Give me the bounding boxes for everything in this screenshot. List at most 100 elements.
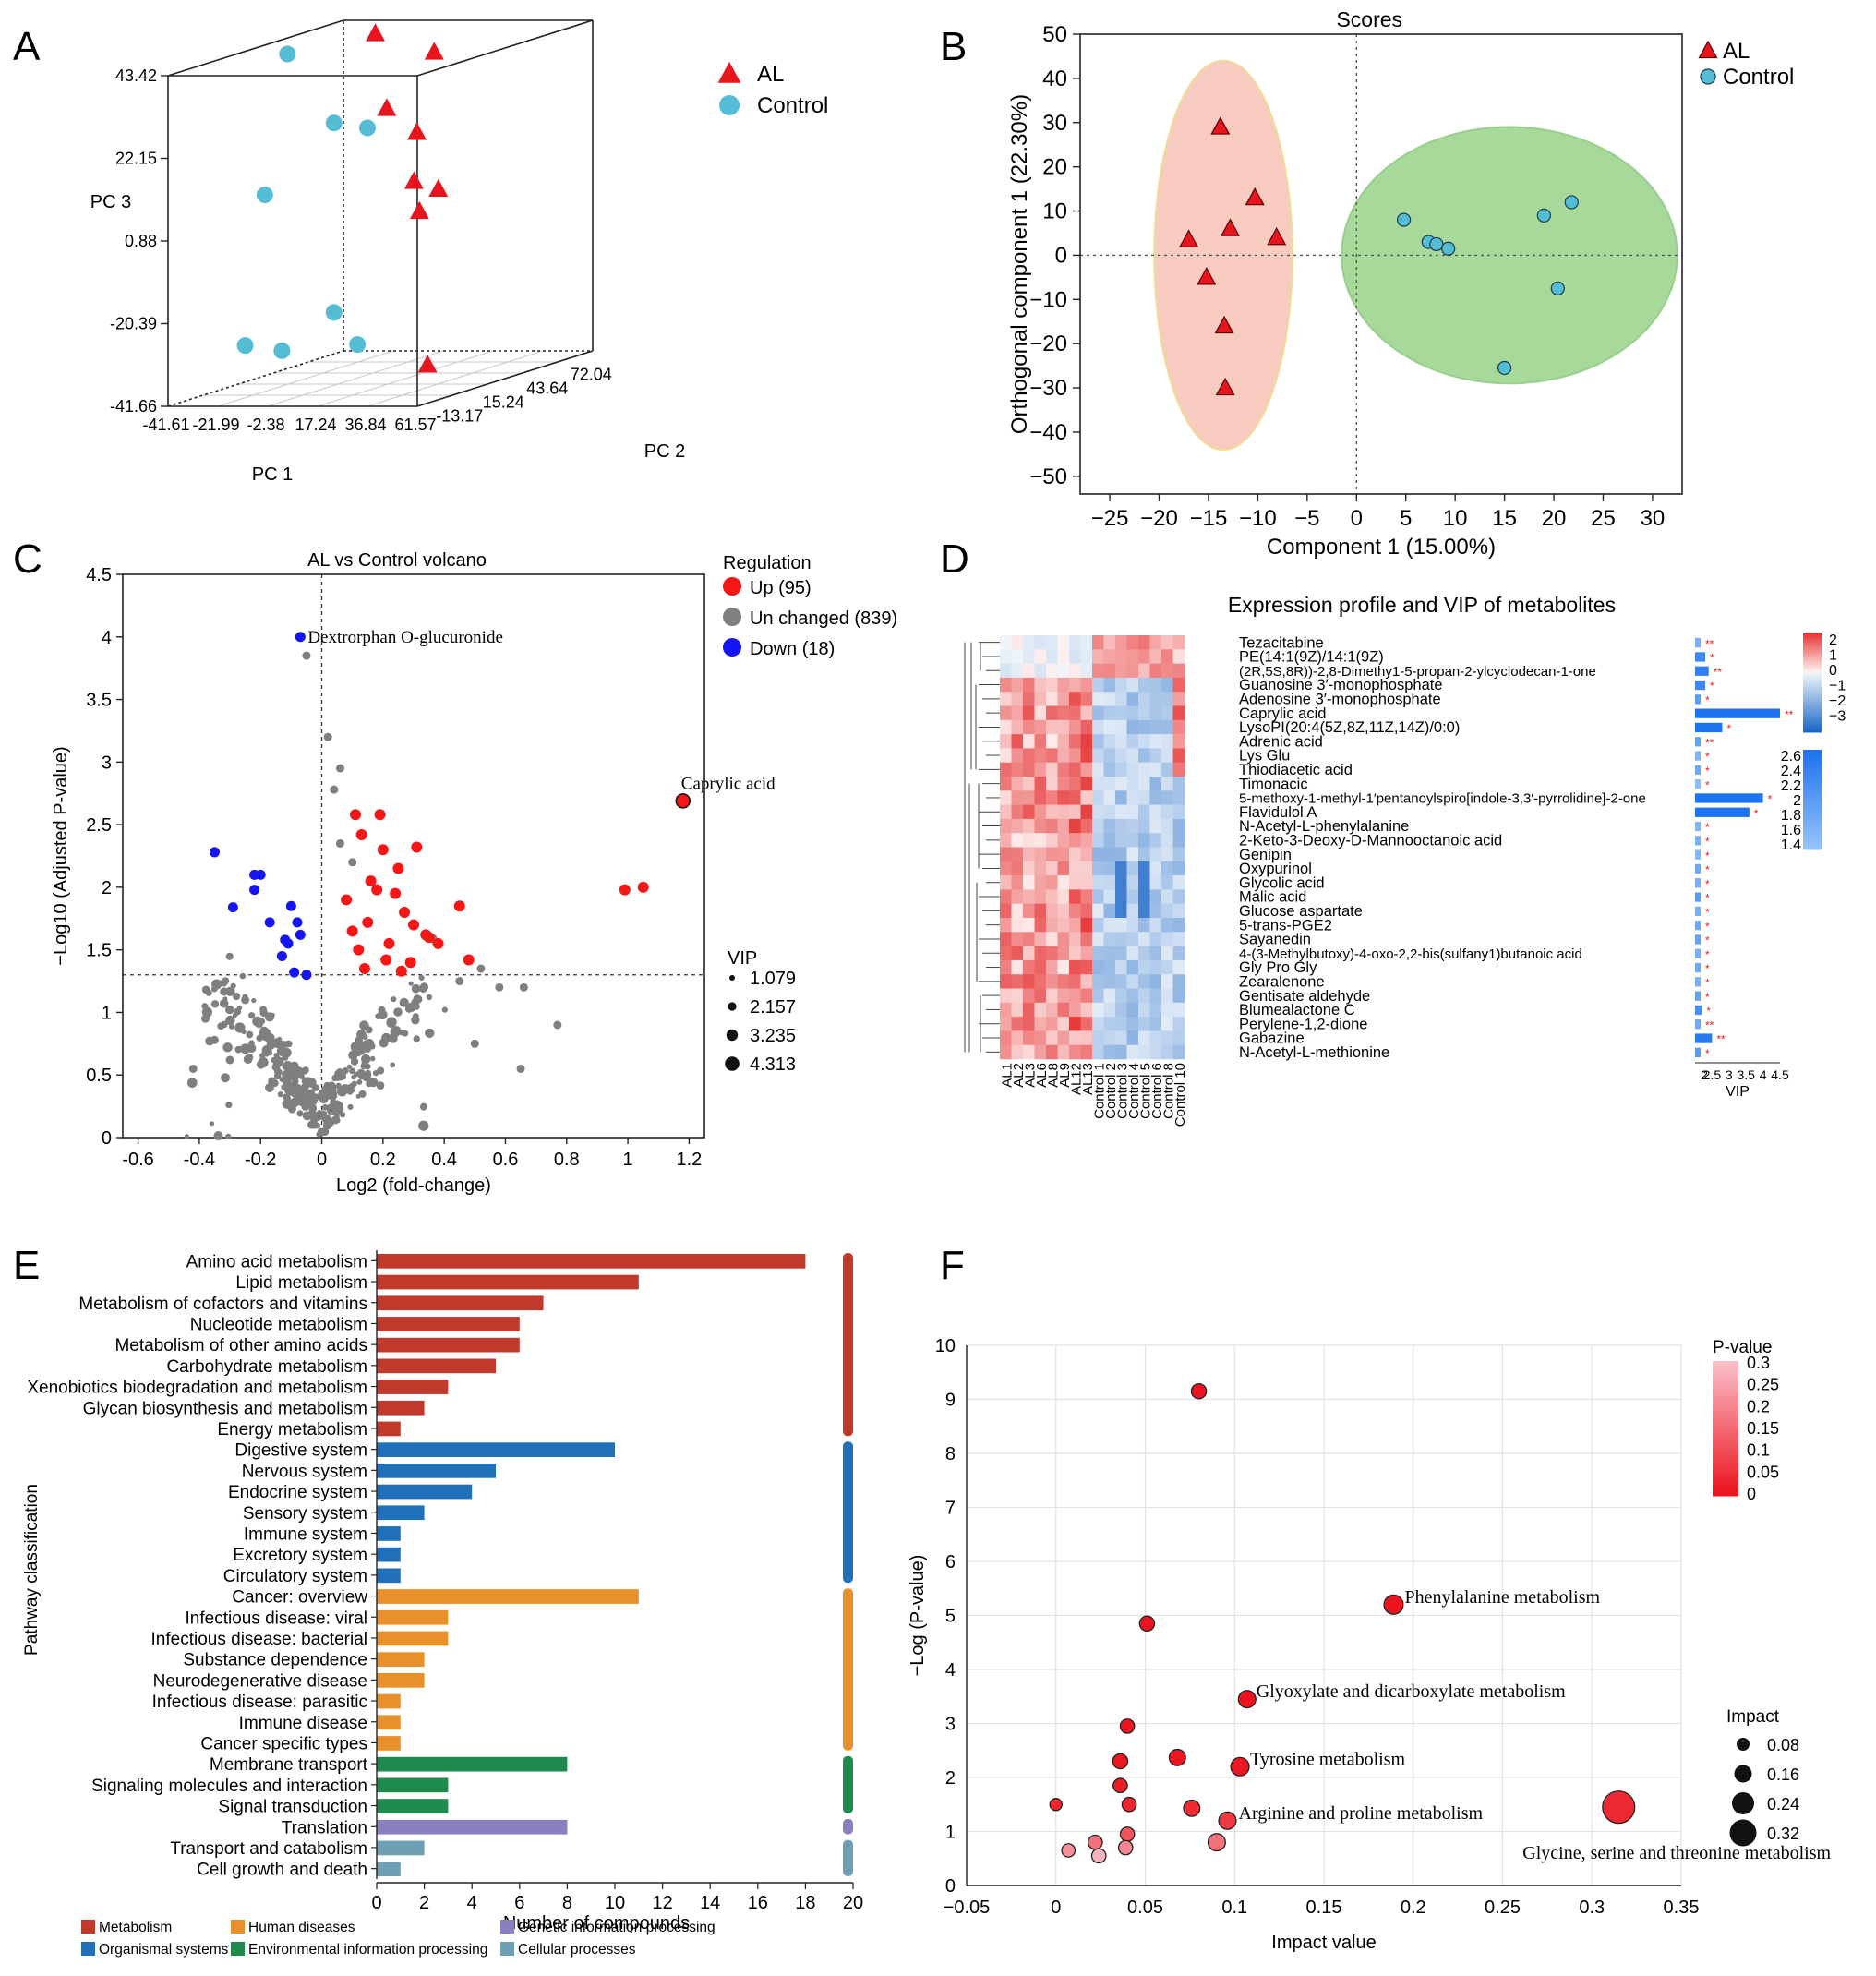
- unchanged-point: [225, 1005, 234, 1015]
- heatmap-cell: [1161, 762, 1173, 777]
- x-tick-label: 4: [467, 1893, 477, 1913]
- heatmap-cell: [1149, 988, 1162, 1004]
- heatmap-cell: [1149, 705, 1162, 721]
- row-label: Blumealactone C: [1239, 1002, 1355, 1018]
- x-tick-label: 16: [748, 1893, 768, 1913]
- y-tick-label: 5: [945, 1607, 956, 1627]
- vip-bar: [1695, 948, 1701, 958]
- heatmap-cell: [1057, 847, 1070, 862]
- group-strip: [843, 1818, 853, 1835]
- heatmap-cell: [1138, 889, 1150, 904]
- up-point: [392, 862, 404, 874]
- y-tick-label: 0.5: [86, 1066, 112, 1086]
- heatmap-cell: [1080, 804, 1093, 820]
- heatmap-cell: [1115, 734, 1127, 749]
- heatmap-cell: [1000, 649, 1012, 664]
- row-label: Timonacic: [1239, 776, 1308, 792]
- y-tick-label: 20: [1042, 155, 1067, 180]
- heatmap-cell: [1080, 833, 1093, 848]
- heatmap-cell: [1046, 1002, 1058, 1018]
- category-label: Immune system: [244, 1524, 367, 1544]
- heatmap-cell: [1080, 918, 1093, 933]
- heatmap-cell: [1092, 918, 1104, 933]
- column-label: Control 5: [1137, 1063, 1153, 1119]
- heatmap-cell: [1034, 804, 1047, 820]
- unchanged-point: [239, 972, 247, 980]
- unchanged-point: [265, 1083, 274, 1092]
- legend-al-marker: [717, 62, 741, 83]
- heatmap-cell: [1080, 861, 1093, 876]
- vip-scale-segment: [1803, 752, 1822, 755]
- heatmap-cell: [1011, 875, 1024, 890]
- x-tick-label: −15: [1190, 506, 1228, 531]
- unchanged-point: [307, 1120, 316, 1129]
- heatmap-cell: [1149, 861, 1162, 876]
- heatmap-cell: [1149, 918, 1162, 933]
- vip-bar: [1695, 722, 1723, 733]
- y-tick-label: 7: [945, 1499, 956, 1519]
- legend-label: Down (18): [750, 639, 835, 659]
- color-legend-segment: [1713, 1388, 1738, 1392]
- heatmap-cell: [1161, 705, 1173, 721]
- heatmap-cell: [1103, 748, 1116, 763]
- heatmap-cell: [1092, 663, 1104, 679]
- heatmap-cell: [1011, 790, 1024, 805]
- row-label: Gentisate aldehyde: [1239, 988, 1370, 1005]
- heatmap-cell: [1115, 804, 1127, 820]
- heatmap-cell: [1080, 719, 1093, 735]
- heatmap-cell: [1161, 692, 1173, 706]
- row-label: 5-trans-PGE2: [1239, 917, 1332, 934]
- y-tick-label: 1.5: [86, 941, 112, 961]
- heatmap-cell: [1126, 705, 1139, 721]
- pathway-bar: [377, 1799, 449, 1813]
- color-scale-segment: [1803, 717, 1822, 720]
- vip-scale-segment: [1803, 837, 1822, 840]
- significance-mark: *: [1705, 751, 1710, 764]
- heatmap-cell: [1023, 1030, 1035, 1045]
- panel-letter-d: D: [940, 536, 969, 582]
- heatmap-cell: [1161, 677, 1173, 693]
- significance-mark: *: [1705, 694, 1710, 707]
- row-label: Genipin: [1239, 847, 1292, 863]
- heatmap-cell: [1149, 932, 1162, 946]
- heatmap-cell: [1011, 692, 1024, 706]
- unchanged-point: [426, 994, 433, 1001]
- group-legend-swatch: [81, 1942, 95, 1956]
- x-tick-label: −10: [1239, 506, 1277, 531]
- heatmap-cell: [1092, 762, 1104, 777]
- heatmap-cell: [1092, 889, 1104, 904]
- heatmap-cell: [1126, 762, 1139, 777]
- heatmap-cell: [1000, 762, 1012, 777]
- pathway-bubble: [1602, 1790, 1636, 1825]
- heatmap-cell: [1138, 734, 1150, 749]
- size-legend-label: 1.079: [750, 969, 796, 989]
- unchanged-point: [248, 1040, 255, 1047]
- heatmap-cell: [1080, 635, 1093, 650]
- heatmap-cell: [1046, 875, 1058, 890]
- heatmap-cell: [1034, 1017, 1047, 1031]
- unchanged-point: [376, 1081, 385, 1090]
- unchanged-point: [273, 1072, 282, 1080]
- vip-bar: [1695, 849, 1701, 860]
- heatmap-cell: [1011, 988, 1024, 1004]
- color-legend-segment: [1713, 1465, 1738, 1470]
- heatmap-cell: [1069, 847, 1081, 862]
- heatmap-cell: [1103, 1017, 1116, 1031]
- group-strip: [843, 1441, 853, 1584]
- heatmap-cell: [1000, 748, 1012, 763]
- size-legend-marker: [725, 1056, 740, 1071]
- unchanged-point: [252, 1016, 263, 1027]
- down-point: [255, 869, 266, 880]
- x-tick-label: -0.4: [184, 1150, 215, 1170]
- vip-scale-segment: [1803, 787, 1822, 790]
- pathway-bar: [377, 1464, 496, 1478]
- control-point: [279, 45, 296, 63]
- heatmap-cell: [1011, 705, 1024, 721]
- color-legend-segment: [1713, 1488, 1738, 1493]
- heatmap-cell: [1034, 649, 1047, 664]
- heatmap-cell: [1034, 1044, 1047, 1060]
- vip-scale-segment: [1803, 841, 1822, 846]
- x-tick-label: 15: [1492, 506, 1517, 531]
- up-point: [423, 932, 435, 944]
- unchanged-point: [230, 1017, 235, 1023]
